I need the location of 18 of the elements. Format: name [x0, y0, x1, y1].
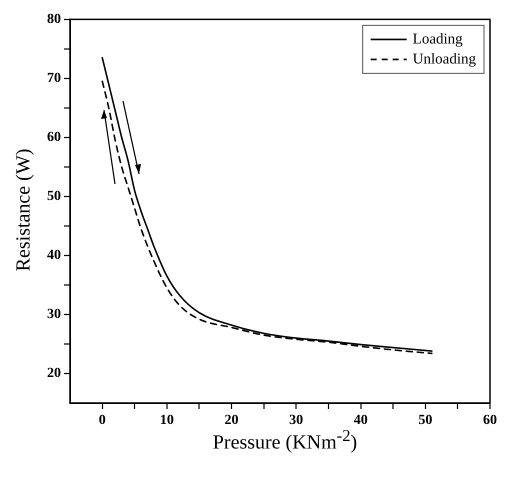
- legend-label: Loading: [412, 31, 464, 48]
- x-tick-label: 10: [160, 413, 174, 428]
- x-tick-label: 50: [418, 413, 432, 428]
- y-tick-label: 30: [47, 307, 61, 322]
- y-tick-label: 40: [47, 248, 61, 264]
- y-tick-label: 50: [47, 189, 61, 204]
- x-tick-label: 20: [224, 413, 239, 428]
- y-tick-label: 60: [47, 130, 61, 146]
- x-tick-label: 30: [289, 413, 304, 428]
- x-tick-label: 0: [98, 413, 106, 428]
- x-tick-label: 60: [483, 413, 497, 428]
- x-tick-label: 40: [354, 413, 368, 428]
- legend-label: Unloading: [412, 51, 476, 68]
- y-axis-title: Resistance (W): [12, 148, 36, 272]
- y-tick-label: 70: [47, 71, 61, 86]
- y-tick-label: 80: [47, 12, 61, 28]
- x-axis-title: Pressure (KNm$^{-2}$): [212, 426, 358, 454]
- y-tick-label: 20: [47, 366, 61, 382]
